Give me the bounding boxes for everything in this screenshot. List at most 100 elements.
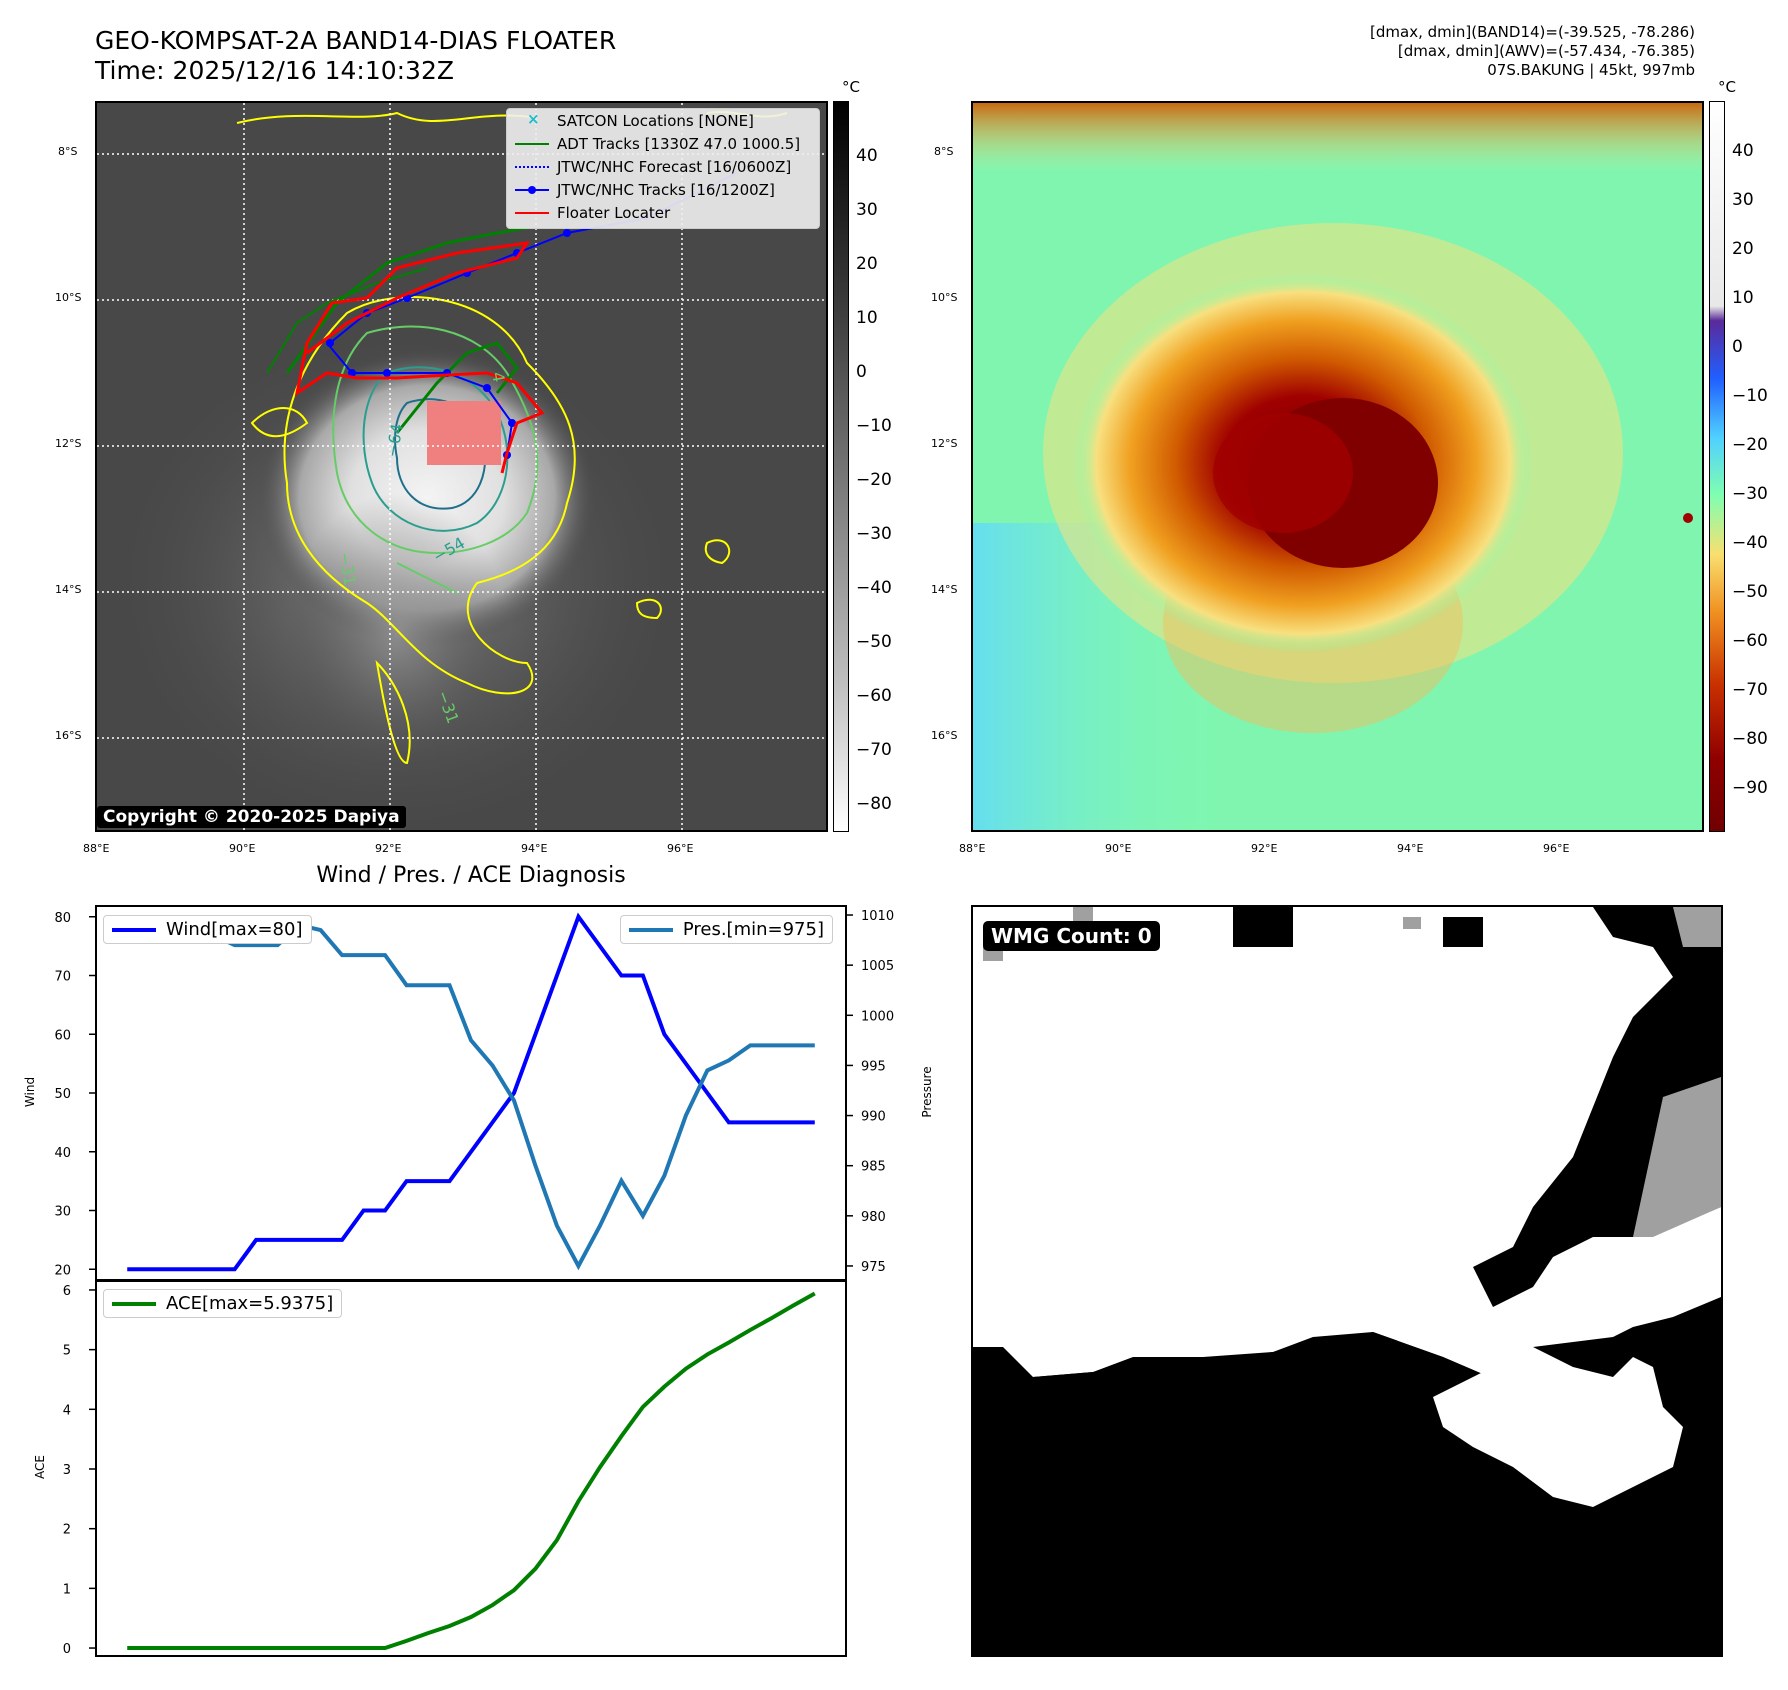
ace-tick-label: 0 bbox=[63, 1642, 71, 1657]
dotted-line-icon bbox=[515, 161, 549, 173]
pres-tick-label: 1000 bbox=[861, 1009, 894, 1024]
ace-tick-label: 6 bbox=[63, 1284, 71, 1299]
wind-tick-label: 50 bbox=[54, 1087, 71, 1102]
colorbar-tick: −40 bbox=[1732, 533, 1768, 553]
awv-colorbar bbox=[1709, 101, 1725, 832]
pres-tick-label: 975 bbox=[861, 1260, 886, 1275]
colorbar-tick: −70 bbox=[856, 740, 892, 760]
colorbar-tick: −80 bbox=[856, 794, 892, 814]
pres-tick-label: 980 bbox=[861, 1210, 886, 1225]
wmg-count-badge: WMG Count: 0 bbox=[983, 921, 1160, 951]
lat-label: 10°S bbox=[931, 291, 958, 304]
ace-axis-label: ACE bbox=[33, 1455, 47, 1479]
figure-time: Time: 2025/12/16 14:10:32Z bbox=[95, 56, 454, 85]
colorbar-tick: −60 bbox=[856, 686, 892, 706]
lat-label: 10°S bbox=[55, 291, 82, 304]
legend-adt: ADT Tracks [1330Z 47.0 1000.5] bbox=[507, 132, 819, 155]
ace-tick-label: 2 bbox=[63, 1523, 71, 1538]
ace-tick-label: 4 bbox=[63, 1403, 71, 1418]
colorbar-tick: −40 bbox=[856, 578, 892, 598]
colorbar-tick: 20 bbox=[856, 254, 878, 274]
lat-label: 8°S bbox=[58, 145, 78, 158]
solid-line-icon bbox=[515, 207, 549, 219]
legend-jtwc-tracks-label: JTWC/NHC Tracks [16/1200Z] bbox=[557, 180, 775, 199]
colorbar-tick: −20 bbox=[1732, 435, 1768, 455]
colorbar-tick: 40 bbox=[856, 146, 878, 166]
legend-jtwc-forecast-label: JTWC/NHC Forecast [16/0600Z] bbox=[557, 157, 792, 176]
colorbar-tick: 10 bbox=[1732, 288, 1754, 308]
colorbar-tick: −70 bbox=[1732, 680, 1768, 700]
wind-legend: Wind[max=80] bbox=[103, 915, 312, 944]
map-legend: × SATCON Locations [NONE] ADT Tracks [13… bbox=[506, 108, 820, 229]
lon-label: 88°E bbox=[83, 842, 110, 855]
colorbar-tick: 30 bbox=[1732, 190, 1754, 210]
legend-floater: Floater Locater bbox=[507, 201, 819, 224]
lat-label: 16°S bbox=[931, 729, 958, 742]
lon-label: 94°E bbox=[1397, 842, 1424, 855]
lon-label: 96°E bbox=[1543, 842, 1570, 855]
pres-legend-line bbox=[628, 927, 673, 932]
contour-label-4: 4 bbox=[488, 370, 508, 383]
colorbar-tick: −60 bbox=[1732, 631, 1768, 651]
ace-axes-frame bbox=[95, 1280, 847, 1657]
legend-satcon-label: SATCON Locations [NONE] bbox=[557, 111, 754, 130]
wind-tick-label: 60 bbox=[54, 1028, 71, 1043]
legend-adt-label: ADT Tracks [1330Z 47.0 1000.5] bbox=[557, 134, 801, 153]
ace-tick-label: 1 bbox=[63, 1582, 71, 1597]
colorbar-tick: 0 bbox=[1732, 337, 1743, 357]
colorbar-tick: 40 bbox=[1732, 141, 1754, 161]
lat-label: 16°S bbox=[55, 729, 82, 742]
wind-legend-line bbox=[112, 927, 156, 932]
wind-tick-label: 20 bbox=[54, 1263, 71, 1278]
lat-label: 14°S bbox=[55, 583, 82, 596]
ace-legend-line bbox=[112, 1301, 156, 1306]
wmg-imagery bbox=[973, 907, 1721, 1655]
lat-label: 12°S bbox=[55, 437, 82, 450]
colorbar-unit: °C bbox=[1718, 78, 1736, 96]
lon-label: 88°E bbox=[959, 842, 986, 855]
wind-tick-label: 40 bbox=[54, 1146, 71, 1161]
dot-line-icon bbox=[515, 184, 549, 196]
legend-jtwc-tracks: JTWC/NHC Tracks [16/1200Z] bbox=[507, 178, 819, 201]
wind-tick-label: 70 bbox=[54, 970, 71, 985]
lon-label: 90°E bbox=[1105, 842, 1132, 855]
colorbar-tick: −50 bbox=[856, 632, 892, 652]
lon-label: 92°E bbox=[375, 842, 402, 855]
copyright-badge: Copyright © 2020-2025 Dapiya bbox=[97, 806, 406, 828]
pres-tick-label: 1005 bbox=[861, 959, 894, 974]
info-awv: [dmax, dmin](AWV)=(-57.434, -76.385) bbox=[1397, 42, 1695, 60]
ir-colorbar bbox=[833, 101, 849, 832]
legend-jtwc-forecast: JTWC/NHC Forecast [16/0600Z] bbox=[507, 155, 819, 178]
ace-legend-label: ACE[max=5.9375] bbox=[166, 1293, 334, 1314]
lat-label: 12°S bbox=[931, 437, 958, 450]
awv-map-panel bbox=[971, 101, 1704, 832]
colorbar-tick: −50 bbox=[1732, 582, 1768, 602]
pres-axis-label: Pressure bbox=[920, 1066, 934, 1118]
pres-legend-label: Pres.[min=975] bbox=[682, 919, 824, 940]
wind-series-line bbox=[127, 912, 815, 1272]
lon-label: 92°E bbox=[1251, 842, 1278, 855]
pres-series-line bbox=[127, 922, 815, 1271]
colorbar-tick: 30 bbox=[856, 200, 878, 220]
ace-legend: ACE[max=5.9375] bbox=[103, 1289, 343, 1318]
info-storm: 07S.BAKUNG | 45kt, 997mb bbox=[1487, 61, 1695, 79]
pres-tick-label: 990 bbox=[861, 1110, 886, 1125]
pres-tick-label: 1010 bbox=[861, 909, 894, 924]
info-band14: [dmax, dmin](BAND14)=(-39.525, -78.286) bbox=[1370, 23, 1695, 41]
wind-tick-label: 30 bbox=[54, 1205, 71, 1220]
lat-label: 8°S bbox=[934, 145, 954, 158]
colorbar-tick: 0 bbox=[856, 362, 867, 382]
ace-tick-label: 3 bbox=[63, 1463, 71, 1478]
figure-title: GEO-KOMPSAT-2A BAND14-DIAS FLOATER bbox=[95, 26, 617, 55]
pres-tick-label: 985 bbox=[861, 1160, 886, 1175]
pres-legend: Pres.[min=975] bbox=[619, 915, 833, 944]
lon-label: 90°E bbox=[229, 842, 256, 855]
wind-axes-frame bbox=[95, 905, 847, 1281]
colorbar-tick: −20 bbox=[856, 470, 892, 490]
colorbar-tick: −10 bbox=[856, 416, 892, 436]
colorbar-tick: −10 bbox=[1732, 386, 1768, 406]
lat-label: 14°S bbox=[931, 583, 958, 596]
colorbar-unit: °C bbox=[842, 78, 860, 96]
awv-map-imagery bbox=[973, 103, 1702, 830]
diagnosis-svg: 2030405060708097598098599099510001005101… bbox=[54, 905, 894, 1657]
